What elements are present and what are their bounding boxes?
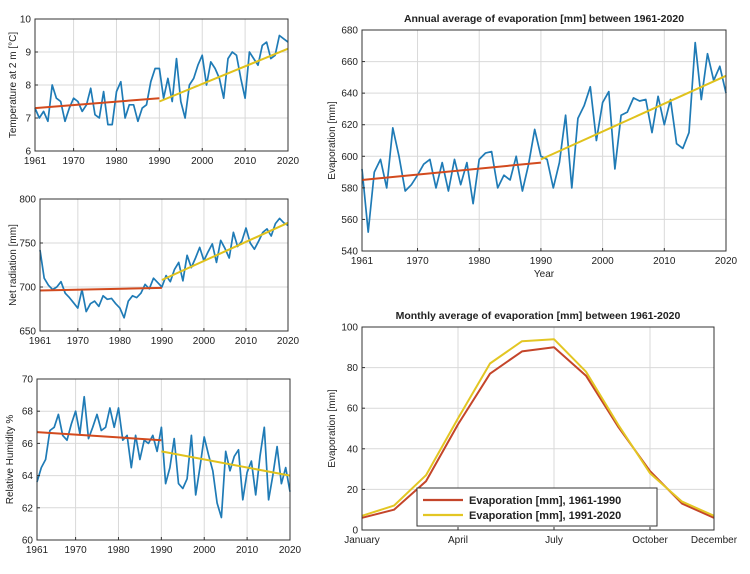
- x-tick-label: 2020: [279, 545, 302, 556]
- y-tick-label: 62: [22, 503, 34, 514]
- x-tick-label: 2020: [277, 336, 300, 347]
- y-tick-label: 800: [19, 195, 36, 206]
- y-axis-label: Temperature at 2 m [°C]: [8, 32, 19, 138]
- x-tick-label: 2010: [236, 545, 259, 556]
- y-tick-label: 80: [347, 363, 359, 374]
- plot-area: [40, 199, 288, 331]
- plot-area: [362, 30, 726, 251]
- y-tick-label: 9: [25, 48, 31, 59]
- x-tick-label: 1961: [29, 336, 52, 347]
- chart-evap_monthly: January April July October December 0 20 40 60 80…: [327, 310, 738, 546]
- x-tick-label: 1980: [105, 156, 128, 167]
- y-tick-label: 580: [341, 183, 358, 194]
- y-tick-label: 640: [341, 89, 358, 100]
- x-tick-label: 1970: [64, 545, 87, 556]
- chart-evap_annual: 1961 1970 1980 1990 2000 2010 2020 540 560 580 600…: [327, 13, 738, 280]
- chart-hum: 1961 1970 1980 1990 2000 2010 2020 60 62 64 66 68 70…: [5, 375, 302, 557]
- legend: Evaporation [mm], 1961-1990 Evaporation […: [416, 487, 658, 527]
- x-tick-label: 2020: [277, 156, 300, 167]
- y-axis-label: Evaporation [mm]: [327, 389, 338, 468]
- y-axis-label: Relative Humidity %: [5, 415, 16, 505]
- x-tick-label: 2000: [193, 545, 216, 556]
- y-tick-label: 100: [341, 323, 358, 334]
- x-tick-label: 1970: [67, 336, 90, 347]
- y-tick-label: 6: [25, 147, 31, 158]
- series-line-trend-1961-1990: [39, 286, 162, 292]
- axes-frame: [361, 29, 727, 252]
- chart-rad: 1961 1970 1980 1990 2000 2010 2020 650 700 750 800…: [8, 195, 300, 348]
- axes-frame: [39, 198, 289, 332]
- y-tick-label: 8: [25, 81, 31, 92]
- y-tick-label: 10: [20, 15, 32, 26]
- x-tick-label: 1980: [107, 545, 130, 556]
- legend-label: Evaporation [mm], 1991-2020: [469, 510, 621, 522]
- x-tick-label: 1990: [530, 256, 553, 267]
- x-tick-label: October: [632, 535, 668, 546]
- chart-title: Annual average of evaporation [mm] betwe…: [404, 13, 684, 25]
- y-tick-label: 60: [347, 404, 359, 415]
- y-tick-label: 70: [22, 375, 34, 386]
- y-tick-label: 620: [341, 120, 358, 131]
- x-tick-label: 1970: [62, 156, 85, 167]
- legend-box: [416, 487, 658, 527]
- series-line-trend-1961-1990: [34, 97, 160, 110]
- x-tick-label: 2000: [191, 156, 214, 167]
- x-tick-label: 1980: [468, 256, 491, 267]
- y-tick-label: 20: [347, 485, 359, 496]
- x-tick-label: 2000: [591, 256, 614, 267]
- y-axis-label: Evaporation [mm]: [327, 101, 338, 180]
- legend-label: Evaporation [mm], 1961-1990: [469, 495, 621, 507]
- axes-frame: [36, 378, 291, 541]
- y-tick-label: 7: [25, 114, 31, 125]
- y-tick-label: 680: [341, 26, 358, 37]
- x-tick-label: 1990: [151, 336, 174, 347]
- chart-title: Monthly average of evaporation [mm] betw…: [396, 310, 681, 322]
- x-tick-label: 2010: [234, 156, 257, 167]
- series-line-evaporation-mm-1961-1990: [361, 346, 715, 519]
- y-tick-label: 750: [19, 239, 36, 250]
- x-tick-label: 1961: [351, 256, 374, 267]
- y-tick-label: 700: [19, 283, 36, 294]
- series-line-trend-1991-2020: [540, 74, 727, 161]
- x-tick-label: 2000: [193, 336, 216, 347]
- y-tick-label: 64: [22, 471, 34, 482]
- series-line-trend-1991-2020: [161, 221, 289, 281]
- x-tick-label: 2020: [715, 256, 738, 267]
- axes-frame: [361, 326, 715, 531]
- x-tick-label: December: [691, 535, 738, 546]
- y-axis-label: Net radiation [mm]: [8, 224, 19, 306]
- x-tick-label: 2010: [235, 336, 258, 347]
- y-tick-label: 0: [352, 526, 358, 537]
- x-tick-label: 1961: [26, 545, 49, 556]
- y-tick-label: 650: [19, 327, 36, 338]
- x-tick-label: July: [545, 535, 563, 546]
- series-line-annual-net-radiation: [39, 217, 289, 319]
- x-tick-label: April: [448, 535, 468, 546]
- y-tick-label: 68: [22, 407, 34, 418]
- x-tick-label: January: [344, 535, 380, 546]
- y-tick-label: 660: [341, 57, 358, 68]
- series-line-annual-relative-humidity: [36, 395, 291, 519]
- series-line-trend-1961-1990: [36, 431, 162, 442]
- x-axis-label: Year: [534, 269, 555, 280]
- y-tick-label: 66: [22, 439, 34, 450]
- chart-temp: 1961 1970 1980 1990 2000 2010 2020 6 7 8 9 10Temper…: [8, 15, 300, 168]
- y-tick-label: 560: [341, 215, 358, 226]
- series-line-trend-1961-1990: [361, 161, 541, 181]
- series-line-evaporation-mm-1991-2020: [361, 338, 715, 517]
- x-tick-label: 1990: [150, 545, 173, 556]
- series-line-annual-temperature: [34, 34, 289, 126]
- x-tick-label: 1990: [148, 156, 171, 167]
- x-tick-label: 1980: [109, 336, 132, 347]
- series-line-trend-1991-2020: [159, 47, 289, 103]
- y-tick-label: 540: [341, 247, 358, 258]
- y-tick-label: 40: [347, 444, 359, 455]
- series-line-trend-1991-2020: [161, 450, 291, 477]
- x-tick-label: 1970: [406, 256, 429, 267]
- y-tick-label: 600: [341, 152, 358, 163]
- x-tick-label: 1961: [24, 156, 47, 167]
- x-tick-label: 2010: [653, 256, 676, 267]
- y-tick-label: 60: [22, 536, 34, 547]
